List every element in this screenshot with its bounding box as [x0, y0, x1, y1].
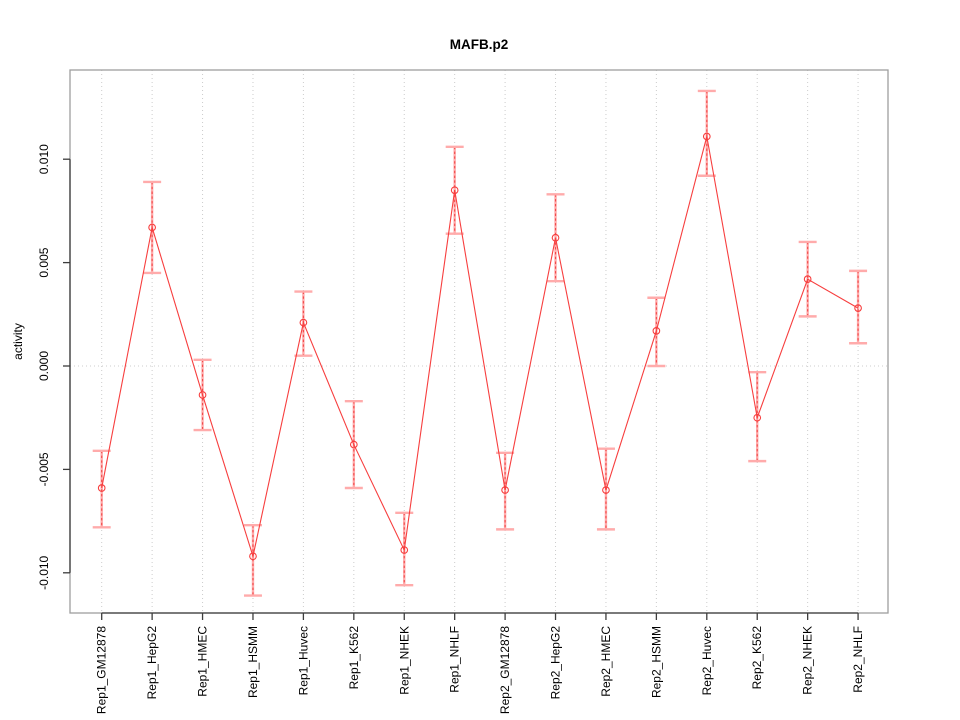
x-tick-label: Rep2_NHEK [801, 626, 815, 695]
data-point [854, 304, 862, 312]
x-tick-label: Rep1_NHLF [448, 626, 462, 693]
y-tick-label: -0.010 [37, 555, 51, 589]
x-tick-label: Rep1_NHEK [397, 626, 411, 695]
data-point [450, 186, 459, 195]
plot-box [69, 69, 889, 614]
y-tick-label: 0.010 [37, 144, 51, 174]
x-tick-label: Rep2_HepG2 [549, 626, 563, 700]
x-tick-label: Rep2_HSMM [649, 626, 663, 698]
x-tick-label: Rep2_HMEC [599, 626, 613, 697]
y-tick-label: 0.000 [37, 351, 51, 381]
data-point [702, 132, 711, 141]
y-tick-label: 0.005 [37, 247, 51, 277]
data-point [803, 275, 812, 283]
data-point [501, 486, 509, 494]
data-point [299, 318, 308, 327]
data-line [101, 136, 859, 559]
chart-layers: -0.010 -0.005 0.000 0.005 0.010 Rep1_GM12878 R… [37, 69, 889, 714]
data-point [97, 484, 106, 492]
x-tick-label: Rep2_NHLF [851, 626, 865, 693]
x-tick-label: Rep1_Huvec [296, 626, 310, 695]
data-point [400, 546, 409, 554]
data-point [652, 326, 661, 335]
x-tick-label: Rep1_K562 [347, 626, 361, 690]
data-point [602, 486, 610, 494]
data-point [753, 413, 762, 422]
chart-title: MAFB.p2 [450, 37, 509, 52]
x-tick-label: Rep1_HSMM [246, 626, 260, 698]
data-point [148, 223, 156, 232]
data-point [249, 552, 257, 561]
x-tick-label: Rep2_K562 [750, 626, 764, 690]
x-tick-label: Rep1_GM12878 [95, 626, 109, 714]
x-tick-label: Rep1_HMEC [196, 626, 210, 697]
data-point [198, 391, 207, 399]
data-point [551, 233, 560, 242]
x-tick-label: Rep2_Huvec [700, 626, 714, 695]
x-tick-label: Rep2_GM12878 [498, 626, 512, 714]
data-point [349, 440, 358, 449]
y-axis-label: activity [11, 323, 25, 360]
x-tick-label: Rep1_HepG2 [145, 626, 159, 700]
y-tick-label: -0.005 [37, 452, 51, 486]
